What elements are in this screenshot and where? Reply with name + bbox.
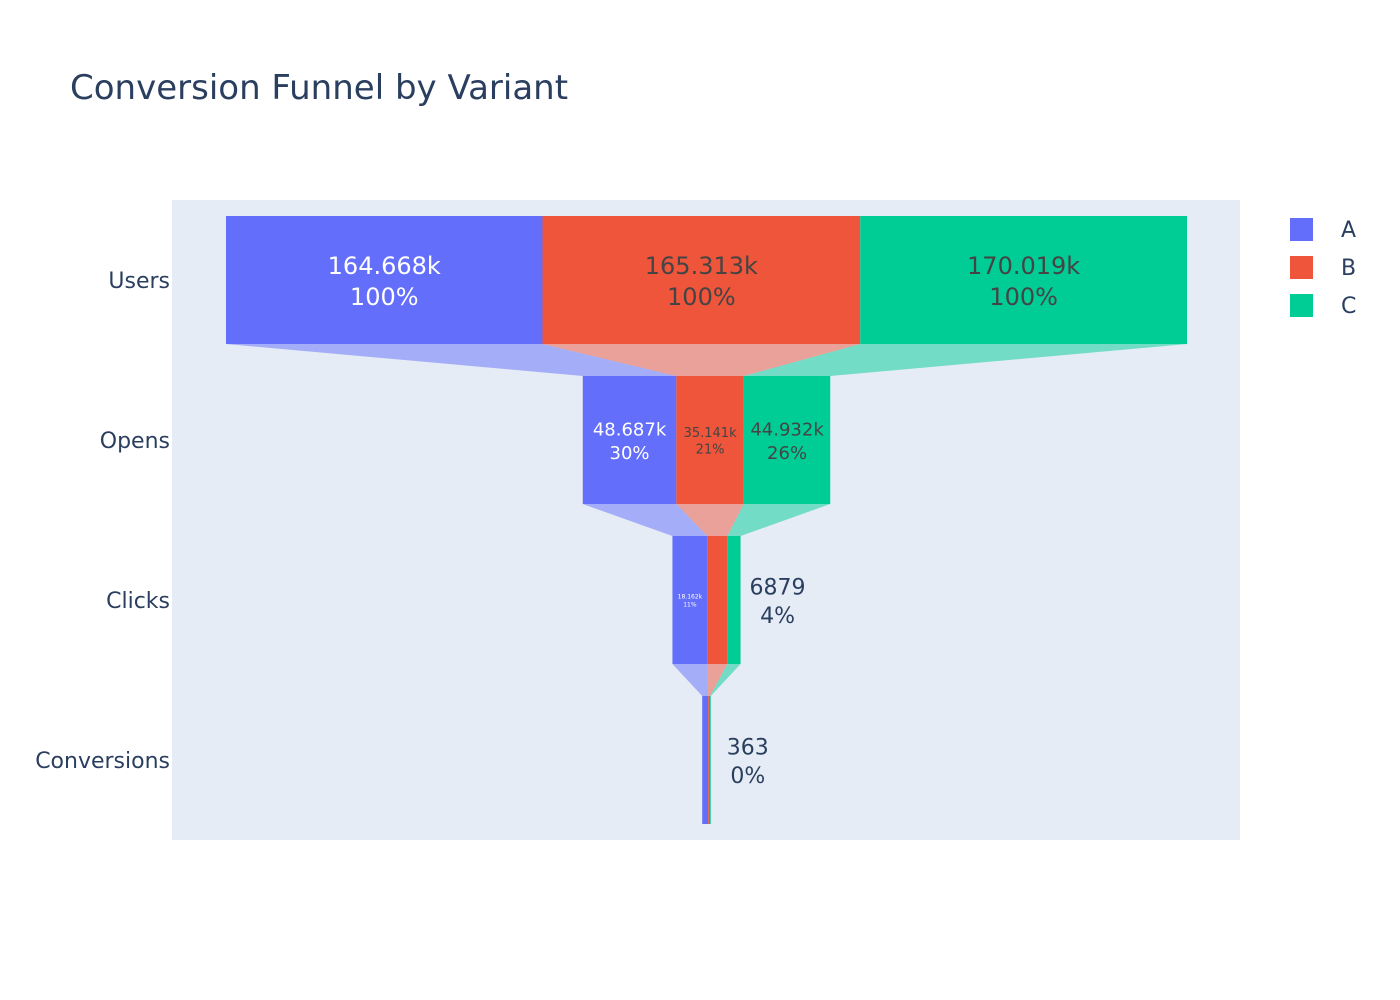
legend-item-B[interactable]: B xyxy=(1290,256,1356,281)
connector-A xyxy=(226,344,677,376)
data-label: 48.687k xyxy=(593,420,667,441)
legend-swatch xyxy=(1290,218,1313,241)
legend-label: A xyxy=(1341,218,1356,243)
bar-B-clicks[interactable] xyxy=(707,536,728,664)
data-label: 170.019k xyxy=(967,252,1080,280)
connector-B xyxy=(542,344,861,376)
percent-label: 100% xyxy=(989,283,1058,311)
connector-C xyxy=(743,344,1187,376)
percent-label: 21% xyxy=(696,443,725,458)
percent-label: 26% xyxy=(767,443,807,464)
bar-A-opens[interactable] xyxy=(582,376,677,504)
bar-B-users[interactable] xyxy=(542,216,861,344)
bar-C-users[interactable] xyxy=(860,216,1187,344)
legend-item-C[interactable]: C xyxy=(1290,294,1356,319)
percent-label: 100% xyxy=(350,283,419,311)
percent-label: 100% xyxy=(667,283,736,311)
data-label: 164.668k xyxy=(328,252,441,280)
stage-label: Users xyxy=(108,269,170,294)
legend-label: C xyxy=(1341,294,1356,319)
stage-label: Opens xyxy=(100,429,170,454)
bar-B-conversions[interactable] xyxy=(708,696,711,824)
data-label: 6879 xyxy=(750,576,806,601)
percent-label: 4% xyxy=(760,604,795,629)
data-label: 44.932k xyxy=(750,420,824,441)
connector-B xyxy=(676,504,744,536)
legend-label: B xyxy=(1341,256,1356,281)
connector-C xyxy=(727,504,831,536)
stage-label: Conversions xyxy=(35,749,170,774)
data-label: 18.162k xyxy=(678,594,703,601)
percent-label: 0% xyxy=(730,764,765,789)
bar-A-conversions[interactable] xyxy=(702,696,709,824)
bar-A-clicks[interactable] xyxy=(672,536,708,664)
bar-A-users[interactable] xyxy=(226,216,543,344)
data-label: 165.313k xyxy=(645,252,758,280)
percent-label: 30% xyxy=(610,443,650,464)
bar-B-opens[interactable] xyxy=(676,376,744,504)
stage-label: Clicks xyxy=(106,589,170,614)
data-label: 363 xyxy=(727,736,769,761)
bar-C-clicks[interactable] xyxy=(727,536,741,664)
data-label: 35.141k xyxy=(684,426,737,441)
connector-A xyxy=(672,664,709,696)
bar-C-opens[interactable] xyxy=(743,376,831,504)
legend-swatch xyxy=(1290,294,1313,317)
connector-B xyxy=(707,664,728,696)
chart-title: Conversion Funnel by Variant xyxy=(70,68,569,108)
legend-swatch xyxy=(1290,256,1313,279)
connector-A xyxy=(582,504,708,536)
percent-label: 11% xyxy=(683,601,697,608)
connector-C xyxy=(710,664,741,696)
bar-C-conversions[interactable] xyxy=(710,696,711,824)
legend-item-A[interactable]: A xyxy=(1290,218,1356,243)
